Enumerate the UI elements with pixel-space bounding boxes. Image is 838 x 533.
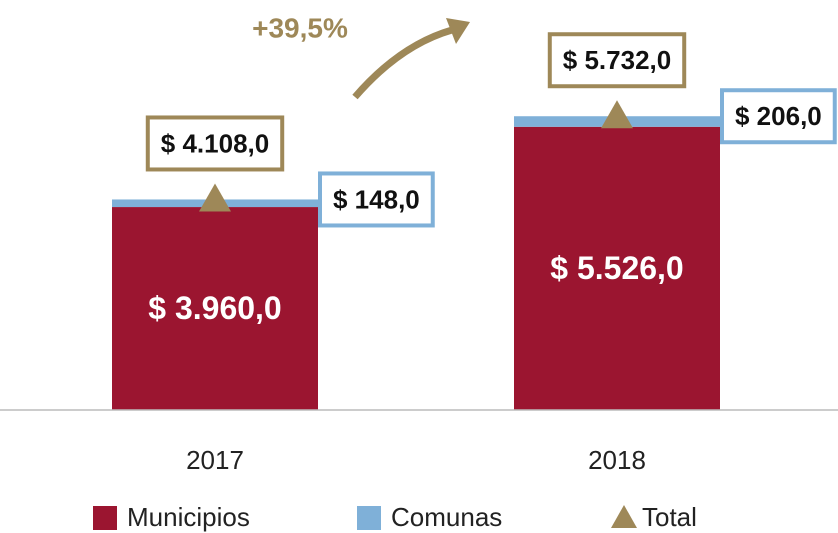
label-box [720, 88, 837, 145]
growth-arrow [352, 26, 453, 100]
bar-segment [112, 207, 318, 410]
label-box [318, 171, 435, 228]
legend-swatch [93, 506, 117, 530]
bar-value-label: $ 3.960,0 [148, 290, 281, 326]
legend-swatch [357, 506, 381, 530]
label-box [145, 115, 285, 172]
total-marker [199, 183, 231, 212]
comunas-value-label: $ 206,0 [735, 101, 822, 131]
growth-arrowhead [446, 18, 470, 44]
bar-segment [514, 126, 720, 410]
total-value-label: $ 4.108,0 [161, 128, 269, 158]
legend-label: Comunas [391, 502, 502, 532]
total-value-label: $ 5.732,0 [563, 45, 671, 75]
legend-label: Municipios [127, 502, 250, 532]
x-tick-label: 2018 [588, 445, 646, 475]
total-marker [601, 100, 633, 129]
x-tick-label: 2017 [186, 445, 244, 475]
comunas-value-label: $ 148,0 [333, 184, 420, 214]
label-box [547, 32, 687, 89]
legend-label: Total [642, 502, 697, 532]
growth-annotation: +39,5% [252, 12, 348, 43]
bar-value-label: $ 5.526,0 [550, 250, 683, 286]
legend-swatch [611, 505, 637, 528]
